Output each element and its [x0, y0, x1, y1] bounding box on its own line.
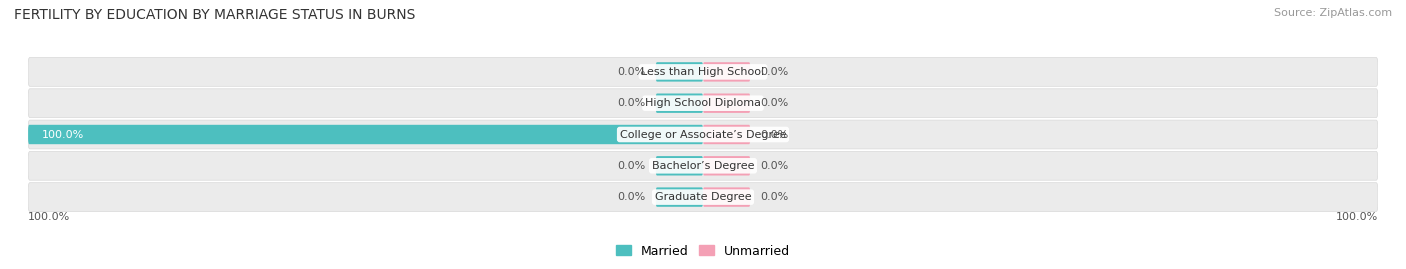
Text: 100.0%: 100.0% — [28, 213, 70, 222]
FancyBboxPatch shape — [703, 94, 751, 113]
Text: Graduate Degree: Graduate Degree — [655, 192, 751, 202]
Text: 100.0%: 100.0% — [42, 129, 84, 140]
Text: High School Diploma: High School Diploma — [645, 98, 761, 108]
Text: 0.0%: 0.0% — [761, 98, 789, 108]
Text: Less than High School: Less than High School — [641, 67, 765, 77]
Text: 0.0%: 0.0% — [617, 192, 645, 202]
Text: 0.0%: 0.0% — [761, 192, 789, 202]
Text: 0.0%: 0.0% — [761, 67, 789, 77]
Text: Bachelor’s Degree: Bachelor’s Degree — [652, 161, 754, 171]
FancyBboxPatch shape — [703, 187, 751, 207]
Text: Source: ZipAtlas.com: Source: ZipAtlas.com — [1274, 8, 1392, 18]
Legend: Married, Unmarried: Married, Unmarried — [612, 239, 794, 263]
FancyBboxPatch shape — [655, 156, 703, 175]
FancyBboxPatch shape — [28, 120, 1378, 149]
FancyBboxPatch shape — [703, 62, 751, 82]
Text: College or Associate’s Degree: College or Associate’s Degree — [620, 129, 786, 140]
FancyBboxPatch shape — [655, 94, 703, 113]
FancyBboxPatch shape — [703, 156, 751, 175]
Text: 100.0%: 100.0% — [1336, 213, 1378, 222]
Text: 0.0%: 0.0% — [761, 129, 789, 140]
FancyBboxPatch shape — [28, 151, 1378, 180]
Text: 0.0%: 0.0% — [617, 98, 645, 108]
FancyBboxPatch shape — [655, 187, 703, 207]
Text: 0.0%: 0.0% — [617, 161, 645, 171]
FancyBboxPatch shape — [28, 183, 1378, 211]
Text: 0.0%: 0.0% — [617, 67, 645, 77]
FancyBboxPatch shape — [28, 125, 703, 144]
FancyBboxPatch shape — [655, 62, 703, 82]
Text: FERTILITY BY EDUCATION BY MARRIAGE STATUS IN BURNS: FERTILITY BY EDUCATION BY MARRIAGE STATU… — [14, 8, 415, 22]
FancyBboxPatch shape — [703, 125, 751, 144]
FancyBboxPatch shape — [28, 58, 1378, 86]
Text: 0.0%: 0.0% — [761, 161, 789, 171]
FancyBboxPatch shape — [28, 89, 1378, 118]
